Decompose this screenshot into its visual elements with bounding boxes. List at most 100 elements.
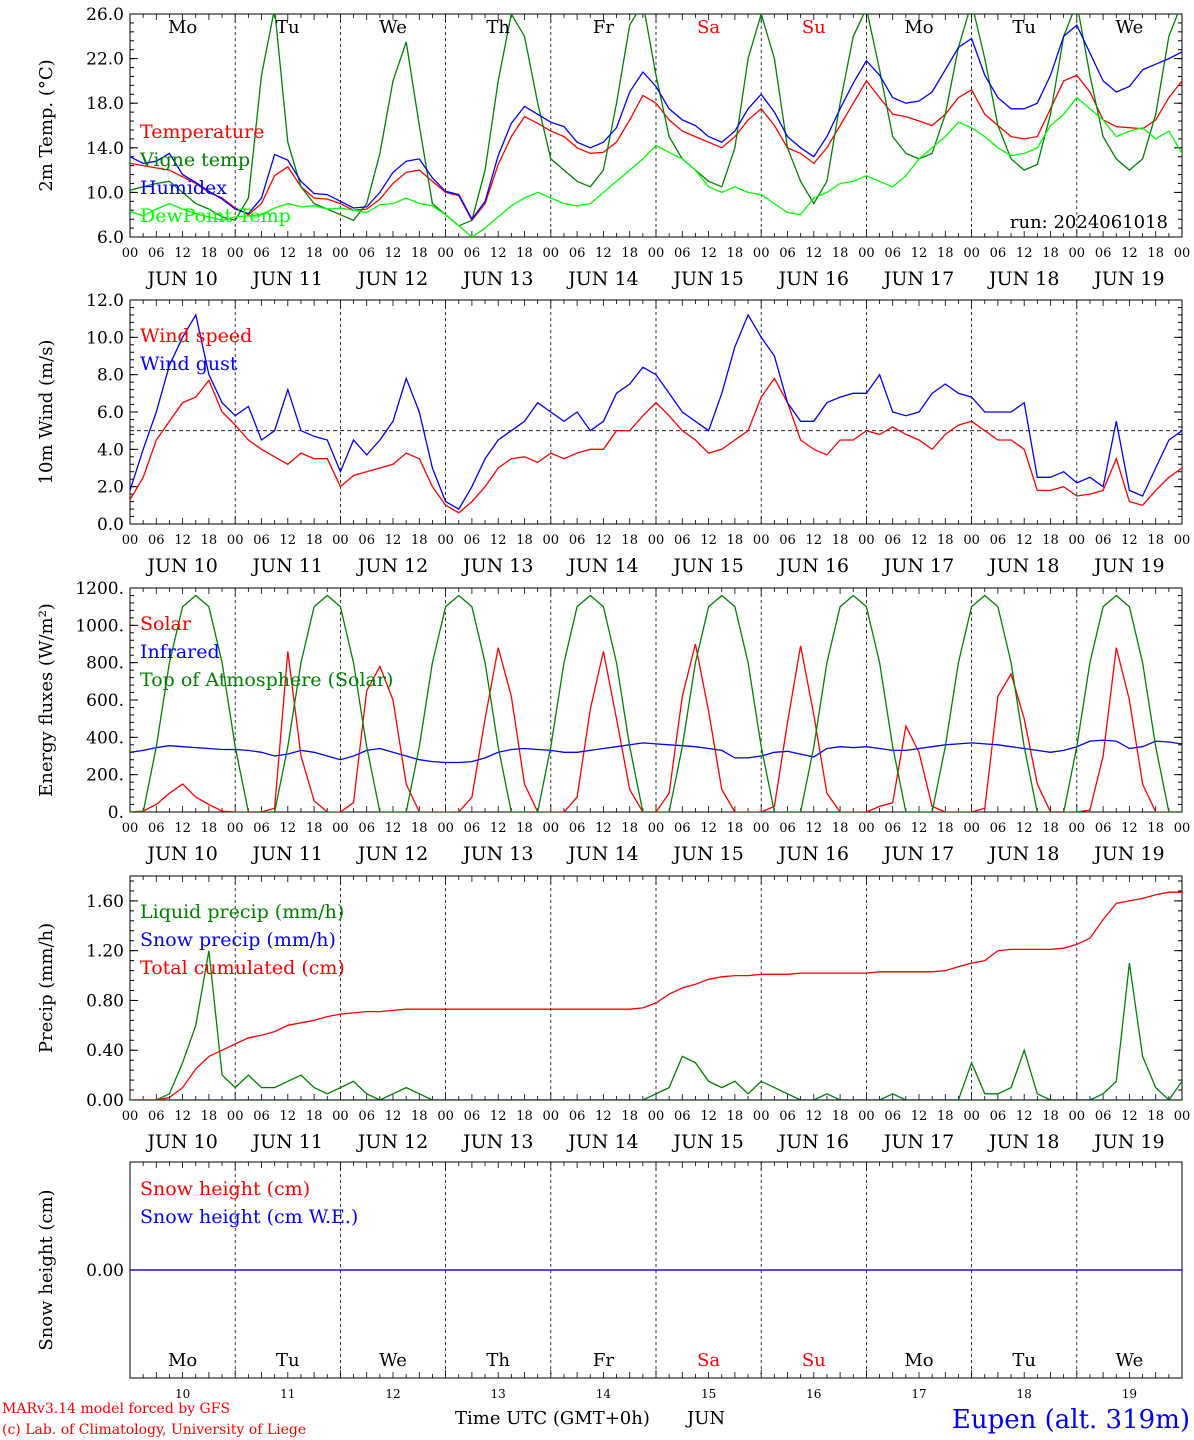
x-hour-label: 06 bbox=[990, 1109, 1007, 1124]
x-hour-label: 06 bbox=[148, 246, 165, 261]
x-hour-label: 18 bbox=[516, 533, 533, 548]
weekday-label: We bbox=[379, 17, 407, 38]
footer-credit-line: (c) Lab. of Climatology, University of L… bbox=[2, 1422, 306, 1438]
x-hour-label: 00 bbox=[437, 821, 454, 836]
x-day-label: JUN 15 bbox=[671, 268, 743, 290]
x-hour-label: 12 bbox=[700, 821, 717, 836]
x-hour-label: 00 bbox=[648, 533, 665, 548]
x-hour-label: 00 bbox=[963, 821, 980, 836]
legend-entry: Snow height (cm) bbox=[140, 1178, 310, 1200]
x-hour-label: 18 bbox=[1042, 1109, 1059, 1124]
day-number-label: 19 bbox=[1122, 1387, 1137, 1401]
x-hour-label: 00 bbox=[543, 821, 560, 836]
y-tick-label: 14.0 bbox=[86, 139, 124, 159]
y-axis-label: Precip (mm/h) bbox=[36, 923, 57, 1053]
x-hour-label: 12 bbox=[1016, 246, 1033, 261]
x-hour-label: 00 bbox=[1174, 246, 1191, 261]
weekday-label: Tu bbox=[1012, 1350, 1036, 1371]
x-hour-label: 06 bbox=[1095, 821, 1112, 836]
x-day-label: JUN 12 bbox=[356, 268, 428, 290]
x-day-label: JUN 19 bbox=[1092, 555, 1164, 577]
x-hour-label: 12 bbox=[595, 533, 612, 548]
x-hour-label: 18 bbox=[1147, 533, 1164, 548]
series-line-3 bbox=[130, 24, 1182, 221]
legend-entry: Solar bbox=[140, 613, 192, 635]
x-day-label: JUN 15 bbox=[671, 1131, 743, 1153]
day-number-label: 11 bbox=[280, 1387, 295, 1401]
x-hour-label: 06 bbox=[779, 821, 796, 836]
x-hour-label: 06 bbox=[1095, 1109, 1112, 1124]
panel-2: 0.0 2.0 4.0 6.0 8.0 10.0 12.0 10m Wind (m/s) Win… bbox=[36, 291, 1191, 577]
x-day-label: JUN 19 bbox=[1092, 268, 1164, 290]
weekday-label: Tu bbox=[276, 1350, 300, 1371]
x-hour-label: 18 bbox=[937, 533, 954, 548]
y-tick-label: 0.40 bbox=[86, 1041, 124, 1061]
panel-4: 0.00 0.40 0.80 1.20 1.60 Precip (mm/h) Liquid … bbox=[36, 875, 1190, 1153]
x-hour-label: 06 bbox=[253, 1109, 270, 1124]
x-hour-label: 06 bbox=[358, 533, 375, 548]
x-hour-label: 06 bbox=[990, 821, 1007, 836]
x-hour-label: 00 bbox=[332, 821, 349, 836]
x-hour-label: 12 bbox=[280, 821, 297, 836]
weekday-label: Mo bbox=[168, 17, 197, 38]
x-hour-label: 12 bbox=[174, 533, 191, 548]
x-hour-label: 00 bbox=[1174, 821, 1191, 836]
x-hour-label: 00 bbox=[963, 1109, 980, 1124]
x-hour-label: 00 bbox=[753, 1109, 770, 1124]
weekday-label: Mo bbox=[904, 17, 933, 38]
x-hour-label: 06 bbox=[464, 246, 481, 261]
y-tick-label: 6.0 bbox=[97, 228, 124, 248]
footer-time-label: Time UTC (GMT+0h) bbox=[455, 1408, 650, 1429]
x-hour-label: 12 bbox=[700, 246, 717, 261]
x-hour-label: 12 bbox=[595, 246, 612, 261]
x-hour-label: 06 bbox=[884, 533, 901, 548]
x-hour-label: 18 bbox=[621, 1109, 638, 1124]
x-day-label: JUN 16 bbox=[777, 1131, 849, 1153]
x-hour-label: 18 bbox=[937, 821, 954, 836]
x-hour-label: 06 bbox=[569, 246, 586, 261]
y-tick-label: 6.0 bbox=[97, 403, 124, 423]
x-hour-label: 00 bbox=[753, 533, 770, 548]
x-hour-label: 00 bbox=[543, 246, 560, 261]
y-axis-label: Snow height (cm) bbox=[36, 1189, 57, 1350]
x-day-label: JUN 10 bbox=[145, 1131, 217, 1153]
x-hour-label: 00 bbox=[1174, 533, 1191, 548]
x-hour-label: 06 bbox=[990, 533, 1007, 548]
series-line-2 bbox=[130, 739, 1182, 764]
day-number-label: 18 bbox=[1017, 1387, 1032, 1401]
x-hour-label: 06 bbox=[358, 1109, 375, 1124]
x-hour-label: 00 bbox=[227, 246, 244, 261]
x-hour-label: 00 bbox=[437, 533, 454, 548]
x-hour-label: 12 bbox=[806, 821, 823, 836]
x-hour-label: 18 bbox=[306, 246, 323, 261]
weekday-label: Th bbox=[486, 17, 510, 38]
x-hour-label: 12 bbox=[174, 246, 191, 261]
x-hour-label: 06 bbox=[464, 533, 481, 548]
x-hour-label: 06 bbox=[253, 246, 270, 261]
x-hour-label: 00 bbox=[963, 246, 980, 261]
x-hour-label: 06 bbox=[779, 533, 796, 548]
x-hour-label: 06 bbox=[253, 821, 270, 836]
legend-entry: Temperature bbox=[140, 121, 264, 143]
y-tick-label: 400. bbox=[86, 728, 124, 748]
x-hour-label: 00 bbox=[753, 821, 770, 836]
y-tick-label: 22.0 bbox=[86, 50, 124, 70]
weekday-label: Tu bbox=[1012, 17, 1036, 38]
y-tick-label: 0.00 bbox=[86, 1261, 124, 1281]
weekday-label: Su bbox=[802, 17, 826, 38]
day-number-label: 17 bbox=[911, 1387, 926, 1401]
station-label: Eupen (alt. 319m) bbox=[952, 1405, 1190, 1435]
x-hour-label: 18 bbox=[937, 246, 954, 261]
x-hour-label: 00 bbox=[332, 533, 349, 548]
x-hour-label: 06 bbox=[358, 246, 375, 261]
x-hour-label: 00 bbox=[122, 246, 139, 261]
x-hour-label: 18 bbox=[621, 533, 638, 548]
x-hour-label: 06 bbox=[464, 821, 481, 836]
x-hour-label: 00 bbox=[332, 1109, 349, 1124]
legend-entry: Vigne temp bbox=[139, 149, 250, 171]
x-hour-label: 12 bbox=[595, 1109, 612, 1124]
series-line-1 bbox=[130, 74, 1182, 222]
x-hour-label: 18 bbox=[727, 533, 744, 548]
x-hour-label: 12 bbox=[280, 246, 297, 261]
x-day-label: JUN 15 bbox=[671, 555, 743, 577]
